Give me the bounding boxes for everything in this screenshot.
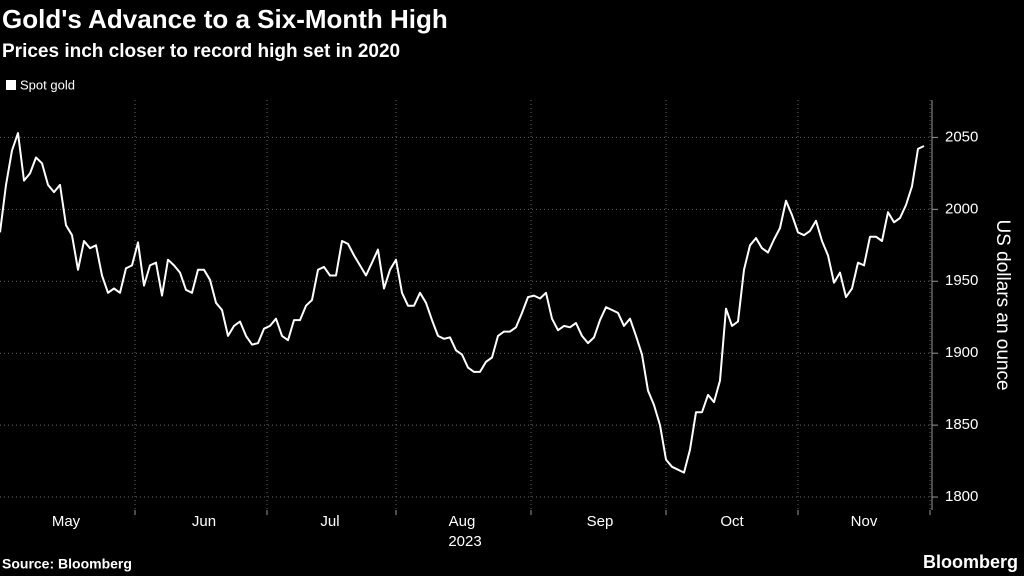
x-tick-label: Jun [192, 513, 216, 530]
x-tick-label: Sep [587, 513, 614, 530]
chart-subtitle: Prices inch closer to record high set in… [2, 41, 400, 62]
y-tick-label: 2000 [945, 200, 978, 217]
legend-label: Spot gold [20, 77, 75, 92]
x-axis-sublabel: 2023 [448, 533, 481, 550]
x-tick-label: Nov [851, 513, 878, 530]
y-tick-label: 1800 [945, 488, 978, 505]
y-axis-label: US dollars an ounce [992, 219, 1013, 390]
y-tick-label: 2050 [945, 128, 978, 145]
legend-swatch [6, 80, 16, 90]
x-tick-label: May [52, 513, 81, 530]
y-tick-label: 1900 [945, 344, 978, 361]
brand: Bloomberg [923, 552, 1018, 572]
line-series [0, 132, 925, 474]
chart-title: Gold's Advance to a Six-Month High [2, 4, 448, 34]
source: Source: Bloomberg [2, 556, 132, 572]
x-tick-label: Oct [720, 513, 744, 530]
x-tick-label: Jul [320, 513, 339, 530]
y-tick-label: 1850 [945, 416, 978, 433]
x-tick-label: Aug [449, 513, 476, 530]
y-tick-label: 1950 [945, 272, 978, 289]
